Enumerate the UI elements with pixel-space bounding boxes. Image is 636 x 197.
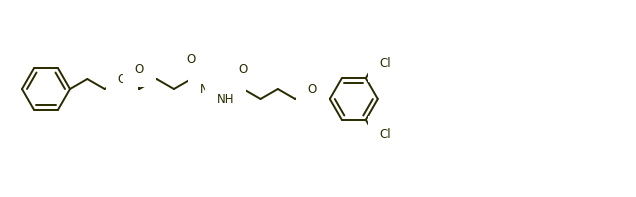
Text: O: O xyxy=(186,52,196,65)
Text: NH: NH xyxy=(200,83,218,96)
Text: O: O xyxy=(308,83,317,96)
Text: Cl: Cl xyxy=(380,57,391,70)
Text: NH: NH xyxy=(217,93,235,106)
Text: Cl: Cl xyxy=(380,128,391,141)
Text: O: O xyxy=(117,72,127,85)
Text: O: O xyxy=(238,62,248,75)
Text: O: O xyxy=(135,62,144,75)
